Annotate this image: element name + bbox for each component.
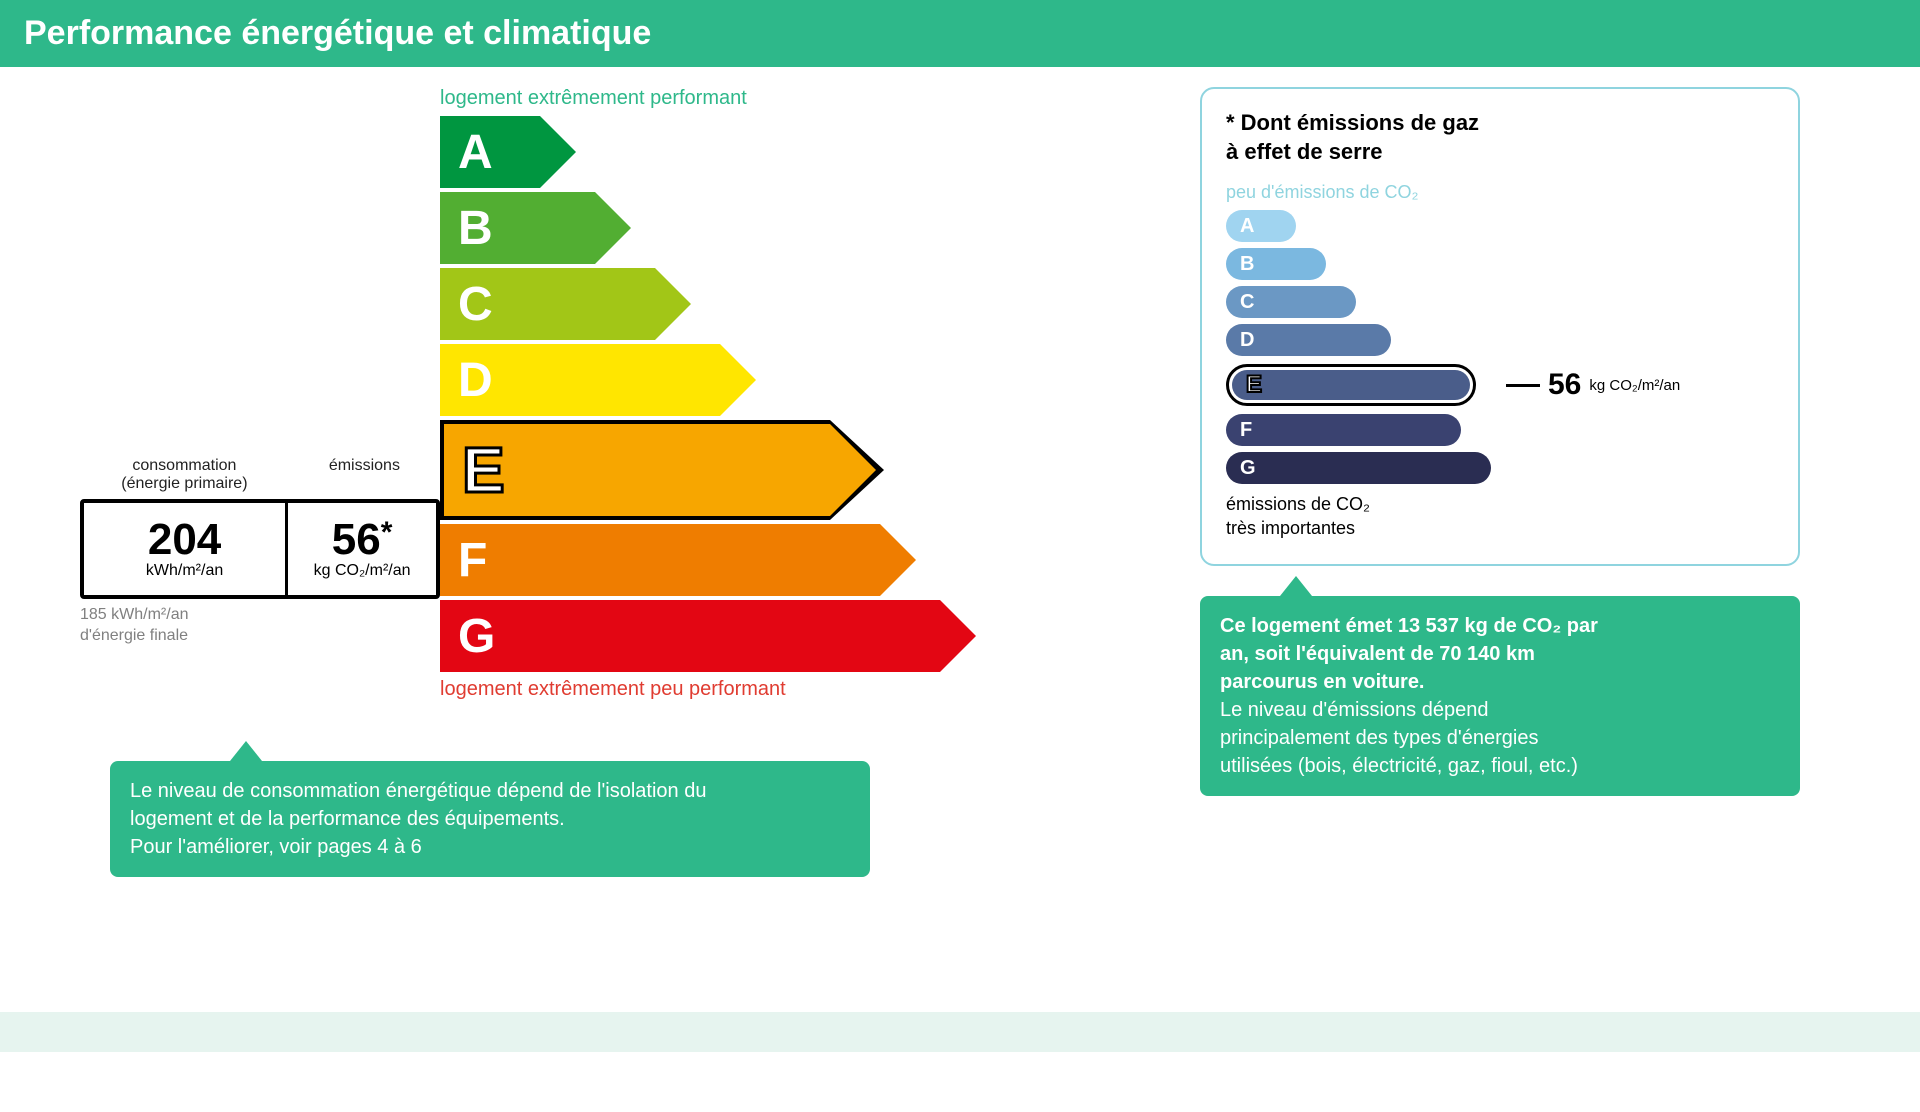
emissions-row-a: A [1226, 209, 1774, 243]
emissions-row-c: C [1226, 285, 1774, 319]
energy-row-e: E [440, 420, 1140, 520]
emissions-row-f: F [1226, 413, 1774, 447]
page-title: Performance énergétique et climatique [24, 14, 651, 52]
energy-row-a: A [440, 116, 1140, 188]
content: logement extrêmement performant ABCDEFG … [0, 67, 1920, 1087]
chevron-right-icon [595, 192, 631, 264]
chevron-right-icon [880, 524, 916, 596]
emissions-pill: F [1226, 414, 1461, 446]
energy-tip-box: Le niveau de consommation énergétique dé… [110, 761, 870, 877]
emissions-top-caption: peu d'émissions de CO₂ [1226, 182, 1774, 203]
current-reading-box: consommation (énergie primaire) émission… [80, 457, 440, 647]
energy-arrow-body: B [440, 192, 595, 264]
energy-footnote: 185 kWh/m²/an d'énergie finale [80, 605, 440, 647]
emissions-callout-value: 56 [1548, 368, 1581, 402]
energy-arrow-body: G [440, 600, 940, 672]
emissions-rows: ABCDE 56 kg CO₂/m²/an FG [1226, 209, 1774, 485]
emissions-pill: G [1226, 452, 1491, 484]
emissions-callout-unit: kg CO₂/m²/an [1589, 377, 1680, 394]
energy-row-g: G [440, 600, 1140, 672]
consumption-unit: kWh/m²/an [146, 562, 223, 580]
emissions-selected-pill: E [1226, 364, 1476, 406]
consumption-value: 204 [148, 518, 221, 562]
emissions-label: émissions [289, 457, 440, 493]
energy-arrow-body: F [440, 524, 880, 596]
energy-selected-letter: E [462, 433, 505, 507]
energy-arrow-body: D [440, 344, 720, 416]
emissions-tip-box: Ce logement émet 13 537 kg de CO₂ par an… [1200, 596, 1800, 796]
emissions-pill: C [1226, 286, 1356, 318]
emissions-bottom-caption: émissions de CO₂ très importantes [1226, 493, 1774, 540]
chevron-right-icon [720, 344, 756, 416]
emissions-selected-letter: E [1246, 371, 1262, 399]
emissions-title: * Dont émissions de gaz à effet de serre [1226, 109, 1774, 166]
emissions-row-d: D [1226, 323, 1774, 357]
energy-row-d: D [440, 344, 1140, 416]
energy-row-c: C [440, 268, 1140, 340]
energy-arrow-body: A [440, 116, 540, 188]
emissions-value-callout: 56 kg CO₂/m²/an [1506, 368, 1680, 402]
energy-selected-arrow: E [440, 420, 830, 520]
emissions-row-e: E 56 kg CO₂/m²/an [1226, 361, 1774, 409]
chevron-right-icon [655, 268, 691, 340]
emissions-pill: D [1226, 324, 1391, 356]
emissions-pill: A [1226, 210, 1296, 242]
emissions-value-cell: 56* kg CO₂/m²/an [288, 503, 436, 595]
energy-row-b: B [440, 192, 1140, 264]
emissions-row-b: B [1226, 247, 1774, 281]
energy-top-caption: logement extrêmement performant [440, 87, 1140, 110]
emissions-card: * Dont émissions de gaz à effet de serre… [1200, 87, 1800, 566]
chevron-right-icon [540, 116, 576, 188]
consumption-value-cell: 204 kWh/m²/an [84, 503, 288, 595]
energy-arrows: ABCDEFG [440, 116, 1140, 672]
consumption-label: consommation (énergie primaire) [80, 457, 289, 493]
energy-bottom-caption: logement extrêmement peu performant [440, 678, 1140, 701]
energy-panel: logement extrêmement performant ABCDEFG … [40, 87, 1140, 877]
chevron-right-icon [940, 600, 976, 672]
emissions-unit: kg CO₂/m²/an [314, 562, 411, 580]
emissions-value: 56* [332, 518, 393, 562]
emissions-panel: * Dont émissions de gaz à effet de serre… [1200, 87, 1800, 877]
emissions-pill: B [1226, 248, 1326, 280]
page-header: Performance énergétique et climatique [0, 0, 1920, 67]
energy-row-f: F [440, 524, 1140, 596]
energy-arrow-body: C [440, 268, 655, 340]
emissions-row-g: G [1226, 451, 1774, 485]
